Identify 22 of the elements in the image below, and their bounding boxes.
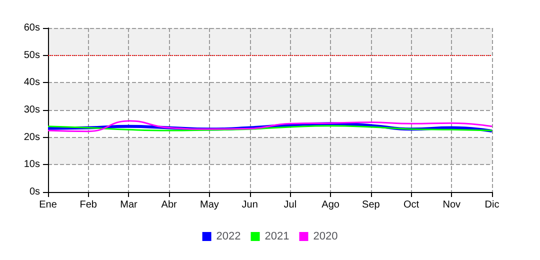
- y-tick-label: 20s: [24, 132, 40, 143]
- x-tick-label: Ago: [322, 200, 340, 210]
- x-tick-label: Jul: [284, 200, 297, 210]
- legend-label: 2020: [313, 230, 338, 242]
- x-tick-label: Dic: [484, 200, 500, 210]
- legend-label: 2022: [216, 230, 241, 242]
- x-tick-label: Nov: [442, 200, 461, 210]
- legend-label: 2021: [264, 230, 290, 242]
- x-tick-label: May: [200, 200, 219, 210]
- x-tick-label: Ene: [39, 200, 58, 210]
- x-tick-label: Sep: [362, 200, 380, 210]
- y-tick-label: 10s: [24, 159, 40, 170]
- x-tick-label: Mar: [120, 200, 138, 210]
- y-tick-label: 0s: [29, 186, 40, 198]
- x-tick-label: Jun: [242, 200, 258, 210]
- x-tick-label: Abr: [161, 200, 178, 210]
- x-tick-label: Oct: [403, 200, 420, 210]
- y-tick-label: 50s: [24, 50, 40, 61]
- x-tick-label: Feb: [80, 200, 98, 210]
- y-tick-label: 30s: [24, 104, 40, 116]
- y-tick-label: 60s: [24, 22, 40, 34]
- y-tick-label: 40s: [24, 77, 40, 88]
